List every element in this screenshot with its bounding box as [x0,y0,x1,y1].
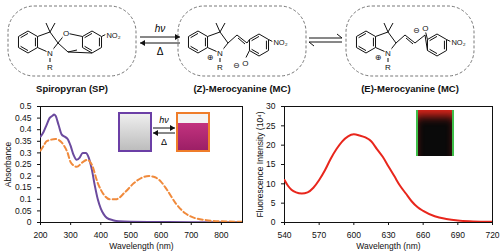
svg-text:600: 600 [347,230,361,240]
svg-text:15: 15 [266,159,276,169]
svg-text:700: 700 [184,230,198,240]
svg-text:O: O [422,24,428,33]
svg-text:Fluorescence Intensity (10⁴): Fluorescence Intensity (10⁴) [255,111,265,217]
svg-text:N: N [217,49,223,58]
svg-text:300: 300 [64,230,78,240]
svg-text:0: 0 [271,217,276,227]
svg-text:0.3: 0.3 [20,148,32,158]
svg-text:0: 0 [27,217,32,227]
svg-text:Wavelength (nm): Wavelength (nm) [109,241,174,251]
svg-text:0.1: 0.1 [20,194,32,204]
svg-text:0.4: 0.4 [20,124,32,134]
svg-text:800: 800 [214,230,228,240]
svg-text:0.35: 0.35 [15,136,32,146]
svg-text:NO₂: NO₂ [106,31,120,40]
svg-text:25: 25 [266,121,276,131]
svg-text:630: 630 [381,230,395,240]
svg-text:R: R [47,63,53,72]
svg-text:Absorbance: Absorbance [3,142,13,188]
svg-text:O: O [63,29,69,38]
svg-text:R: R [385,63,391,72]
svg-text:Δ: Δ [157,46,164,57]
svg-text:⊕: ⊕ [375,53,382,62]
svg-text:(E)-Merocyanine (MC): (E)-Merocyanine (MC) [361,83,459,94]
svg-text:660: 660 [416,230,430,240]
svg-text:10: 10 [266,179,276,189]
svg-text:⊖: ⊖ [413,26,420,35]
svg-text:30: 30 [266,101,276,111]
svg-text:0.05: 0.05 [15,206,32,216]
svg-text:570: 570 [312,230,326,240]
svg-text:hν: hν [159,115,169,125]
svg-text:0.5: 0.5 [20,101,32,111]
svg-text:720: 720 [485,230,499,240]
svg-text:500: 500 [124,230,138,240]
svg-text:0.45: 0.45 [15,113,32,123]
svg-text:5: 5 [271,198,276,208]
svg-text:hν: hν [155,23,166,34]
svg-text:R: R [217,63,223,72]
svg-text:200: 200 [33,230,47,240]
svg-text:Spiropyran (SP): Spiropyran (SP) [36,83,108,94]
svg-text:O: O [242,59,248,68]
svg-text:N: N [47,49,53,58]
svg-text:N: N [385,49,391,58]
svg-text:Δ: Δ [161,137,167,147]
svg-text:600: 600 [154,230,168,240]
svg-text:540: 540 [277,230,291,240]
svg-text:0.15: 0.15 [15,182,32,192]
svg-text:0.2: 0.2 [20,171,32,181]
svg-text:0.25: 0.25 [15,159,32,169]
svg-text:⊕: ⊕ [207,53,214,62]
svg-text:20: 20 [266,140,276,150]
svg-text:(Z)-Merocyanine (MC): (Z)-Merocyanine (MC) [193,83,290,94]
svg-text:Wavelength (nm): Wavelength (nm) [356,241,421,251]
svg-text:690: 690 [451,230,465,240]
svg-text:⊖: ⊖ [233,61,240,70]
svg-text:400: 400 [94,230,108,240]
svg-text:NO₂: NO₂ [273,38,287,47]
svg-text:NO₂: NO₂ [451,38,465,47]
